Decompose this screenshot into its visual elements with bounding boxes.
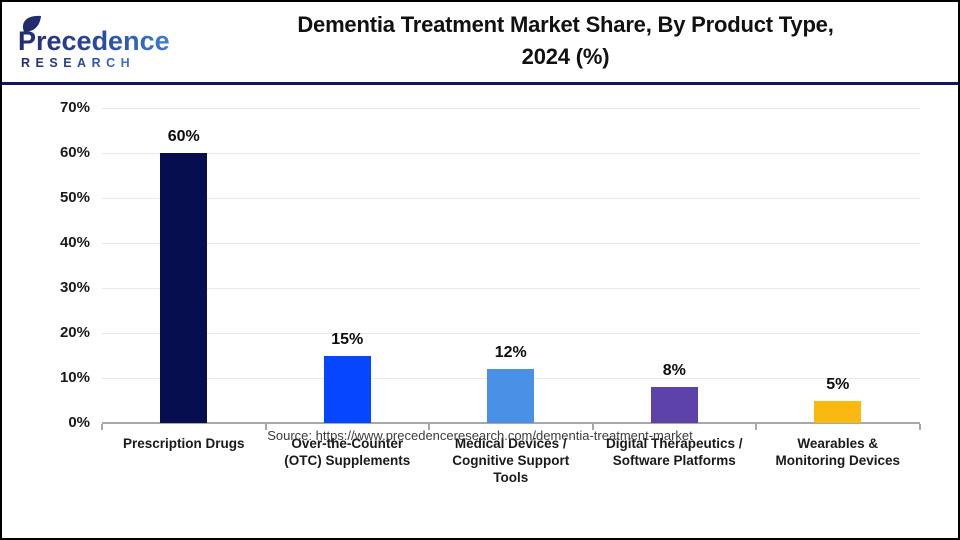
bar [814, 400, 862, 423]
bar-value-label: 12% [494, 344, 527, 361]
chart-title: Dementia Treatment Market Share, By Prod… [177, 9, 954, 73]
gridline [102, 198, 920, 199]
bar [323, 355, 371, 423]
y-axis-label: 20% [59, 324, 90, 341]
axis-tick [755, 424, 757, 430]
y-axis-label: 40% [59, 234, 90, 251]
category-label-line: Tools [493, 470, 529, 485]
axis-tick [918, 424, 921, 430]
bar [487, 369, 535, 423]
category-label-line: Cognitive Support [452, 453, 570, 468]
axis-tick [428, 424, 430, 430]
bar [650, 387, 698, 423]
leaf-icon [22, 15, 41, 32]
category-label: Over-the-Counter (OTC) Supplements [264, 435, 430, 469]
logo-wordmark: Precedence [18, 26, 170, 56]
logo-subtitle: RESEARCH [21, 56, 135, 70]
category-label: Wearables & Monitoring Devices [755, 435, 921, 469]
bar-value-label: 8% [662, 362, 686, 379]
chart-title-line2: 2024 (%) [521, 44, 610, 69]
header: Precedence RESEARCH Dementia Treatment M… [2, 2, 958, 85]
gridline [102, 108, 920, 109]
gridline [102, 288, 920, 289]
gridline [102, 243, 920, 244]
axis-tick [264, 424, 267, 430]
y-axis-label: 10% [59, 369, 90, 386]
category-label-line: Over-the-Counter [291, 436, 404, 451]
gridline [102, 153, 920, 154]
y-axis-label: 50% [59, 189, 90, 206]
category-label-line: (OTC) Supplements [284, 453, 411, 468]
category-label-line: Medical Devices / [454, 436, 567, 451]
axis-tick [101, 424, 103, 430]
bar-value-label: 15% [331, 330, 364, 348]
bar [160, 153, 208, 423]
y-axis-label: 0% [68, 414, 90, 431]
source-text: Source: https://www.precedenceresearch.c… [267, 428, 693, 443]
category-label-line: Prescription Drugs [122, 436, 245, 451]
category-label: Medical Devices / Cognitive Support Tools [428, 435, 594, 486]
x-axis-line [102, 422, 920, 424]
category-label: Prescription Drugs [101, 435, 267, 452]
bar-value-label: 5% [826, 375, 850, 393]
y-axis-label: 60% [59, 144, 90, 161]
plot-area: 0% 10% 20% 30% 40% 50% 60% 70% 60% Prescription D… [2, 85, 958, 538]
chart-title-line1: Dementia Treatment Market Share, By Prod… [297, 12, 834, 37]
logo: Precedence RESEARCH [16, 13, 174, 76]
category-label-line: Monitoring Devices [775, 453, 901, 468]
axis-tick [591, 424, 594, 430]
precedence-research-logo: Precedence RESEARCH [18, 15, 170, 70]
category-label-line: Wearables & [797, 436, 879, 451]
bar-value-label: 60% [167, 128, 200, 145]
category-label: Digital Therapeutics / Software Platforms [591, 435, 757, 469]
category-label-line: Software Platforms [612, 453, 736, 468]
gridline [102, 333, 920, 334]
category-label-line: Digital Therapeutics / [605, 436, 743, 451]
y-axis-label: 30% [59, 279, 90, 296]
y-axis-label: 70% [59, 99, 90, 116]
